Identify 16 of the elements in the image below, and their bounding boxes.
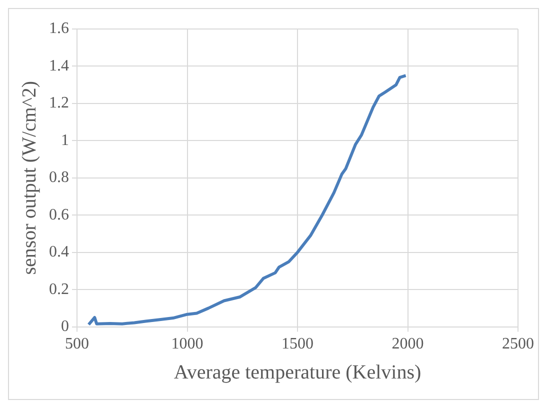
y-tick-label: 0.8 — [49, 169, 69, 186]
x-tick-label: 500 — [65, 336, 89, 353]
y-tick-label: 1 — [61, 132, 69, 149]
y-tick-label: 0.2 — [49, 280, 69, 298]
y-tick-label: 1.4 — [49, 57, 69, 74]
y-tick-label: 0.4 — [49, 244, 69, 261]
x-tick-label: 1500 — [282, 336, 314, 353]
x-tick-label: 1000 — [171, 336, 204, 353]
x-tick-label: 2000 — [392, 336, 424, 353]
x-tick-label: 2500 — [502, 336, 534, 353]
y-tick-label: 1.2 — [49, 94, 69, 112]
x-axis-title: Average temperature (Kelvins) — [174, 361, 422, 384]
y-tick-label: 0 — [61, 318, 69, 336]
y-tick-label: 1.6 — [49, 20, 69, 38]
y-axis-title: sensor output (W/cm^2) — [18, 81, 40, 275]
y-tick-label: 0.6 — [49, 206, 69, 224]
